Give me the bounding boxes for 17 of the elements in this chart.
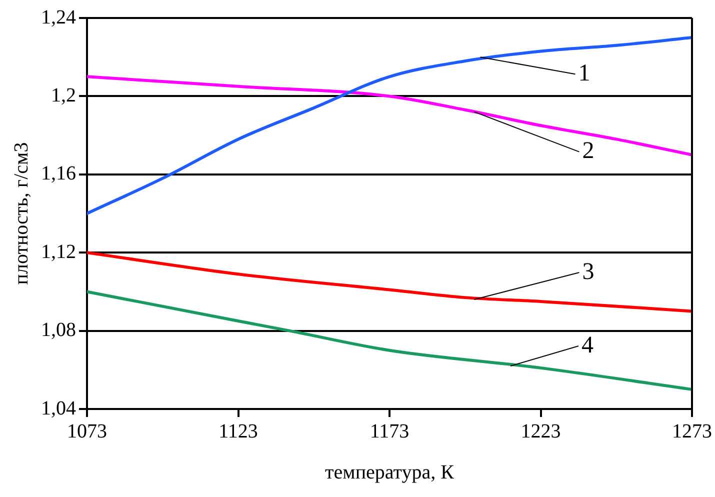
x-tick-label: 1273 [672, 420, 712, 442]
y-axis-title: плотность, г/см3 [10, 142, 32, 285]
annotation: 2 [582, 138, 594, 164]
x-axis-title: температура, К [325, 461, 455, 484]
x-tick-label: 1173 [370, 420, 410, 442]
y-tick-label: 1,08 [41, 319, 76, 342]
x-tick-label: 1123 [218, 420, 258, 442]
x-tick-label: 1073 [67, 420, 107, 442]
y-tick-label: 1,2 [51, 84, 76, 106]
x-tick-label: 1223 [520, 420, 561, 442]
y-tick-label: 1,16 [41, 162, 76, 185]
y-tick-label: 1,12 [41, 240, 76, 263]
y-tick-label: 1,04 [41, 397, 76, 420]
annotation: 4 [582, 332, 594, 358]
annotation: 1 [578, 60, 590, 86]
annotation: 3 [582, 258, 594, 285]
y-tick-label: 1,24 [41, 6, 76, 28]
